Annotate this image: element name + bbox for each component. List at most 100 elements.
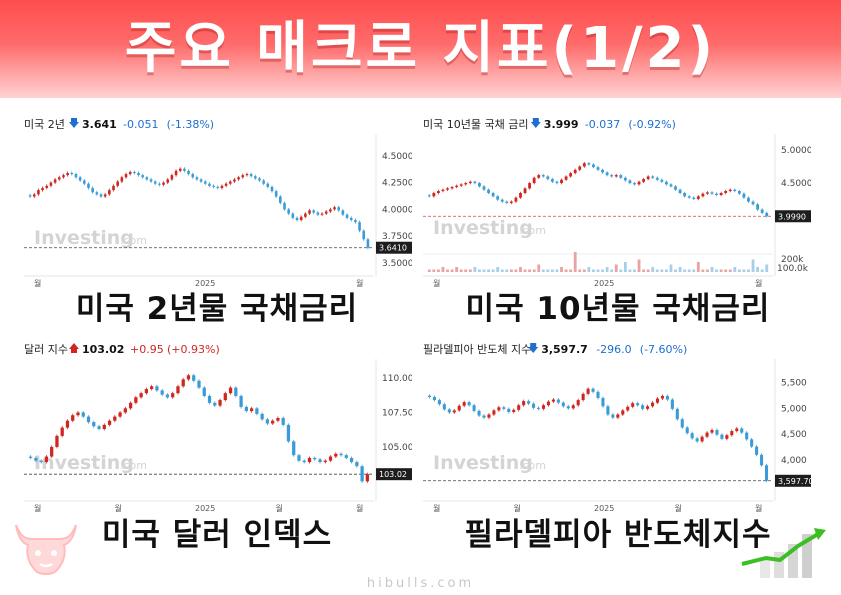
candle-body — [512, 409, 516, 412]
candle-body — [514, 197, 518, 202]
candle-body — [102, 424, 106, 429]
candle-body — [685, 427, 689, 434]
candle-body — [478, 183, 481, 187]
candle-body — [260, 413, 264, 420]
candle-body — [134, 397, 138, 403]
volume-bar — [478, 269, 481, 272]
candle-body — [519, 193, 522, 198]
candle-body — [578, 166, 582, 170]
volume-bar — [619, 269, 623, 272]
candle-body — [39, 460, 43, 463]
candle-body — [239, 395, 243, 407]
candle-body — [715, 193, 718, 195]
volume-bar — [491, 269, 495, 272]
candle-body — [286, 424, 291, 442]
x-tick-label: 월 — [356, 503, 363, 513]
candle-body — [446, 188, 449, 190]
volume-bar — [514, 269, 518, 272]
candle-body — [171, 393, 175, 398]
candle-body — [262, 180, 265, 184]
volume-bar — [628, 269, 632, 272]
candle-body — [160, 390, 164, 395]
candle-body — [355, 462, 359, 467]
candle-body — [720, 434, 724, 439]
volume-bar — [500, 269, 504, 272]
candle-body — [755, 446, 759, 455]
candle-body — [566, 406, 570, 409]
growth-arrow-icon — [741, 528, 826, 578]
candle-body — [601, 398, 605, 407]
volume-bar — [674, 269, 677, 272]
candle-body — [751, 201, 755, 205]
candle-body — [551, 399, 555, 402]
volume-bar — [601, 269, 604, 272]
candle-body — [183, 168, 186, 171]
x-tick-label: 월 — [675, 503, 682, 513]
candle-body — [564, 176, 568, 180]
sox-chart: 필라델피아 반도체 지수 3,597.7 -296.0 (-7.60%) 5,500 5,… — [423, 343, 811, 513]
candle-body — [113, 416, 117, 421]
candle-body — [468, 181, 472, 184]
candle-body — [349, 217, 353, 221]
volume-bar — [582, 269, 586, 272]
candle-body — [295, 217, 299, 221]
candle-body — [34, 457, 38, 461]
candle-body — [450, 187, 454, 189]
candle-body — [66, 173, 69, 176]
x-tick-label: 2025 — [594, 279, 614, 288]
watermark-suffix: .com — [519, 224, 546, 237]
volume-bar — [646, 269, 650, 272]
candle-body — [360, 466, 364, 482]
candle-body — [339, 453, 343, 456]
candle-body — [354, 220, 357, 223]
candle-body — [249, 408, 254, 412]
x-tick-label: 월 — [34, 503, 41, 513]
volume-bar — [592, 269, 595, 272]
candle-body — [715, 430, 719, 435]
candle-body — [760, 209, 764, 213]
candle-body — [482, 186, 486, 190]
candle-body — [137, 173, 140, 176]
caption-us-2y: 미국 2년물 국채금리 — [75, 291, 359, 327]
last-price-tag — [775, 210, 811, 223]
volume-tick-label: 100.0k — [777, 264, 809, 274]
candle-body — [279, 196, 282, 203]
us-10y-chart: 미국 10년물 국채 금리 3.999 -0.037 (-0.92%) 5.0000 4.… — [423, 118, 811, 288]
volume-bar — [432, 269, 436, 272]
candle-body — [108, 190, 111, 195]
candle-body — [623, 177, 627, 181]
dollar-index-chart: 달러 지수 103.02 +0.95 (+0.93%) 110.00 107.50 105.… — [24, 343, 412, 513]
candle-body — [358, 222, 361, 231]
volume-bar — [523, 269, 527, 272]
candle-body — [724, 191, 728, 194]
volume-bar — [715, 269, 718, 272]
watermark-text: Investing — [433, 217, 533, 239]
candle-body — [500, 199, 504, 202]
caption-dxy: 미국 달러 인덱스 — [101, 517, 333, 553]
candle-body — [733, 189, 737, 192]
y-tick-label: 3.5000 — [382, 259, 412, 269]
volume-bar — [450, 269, 454, 272]
candle-body — [99, 194, 103, 197]
arrow-down-icon — [69, 118, 79, 128]
x-tick-label: 2025 — [594, 504, 614, 513]
candle-body — [452, 410, 456, 413]
candle-body — [626, 406, 630, 411]
candle-body — [103, 194, 107, 197]
volume-bar — [683, 269, 687, 272]
candle-body — [220, 185, 224, 188]
candle-body — [65, 420, 70, 428]
candle-body — [569, 173, 573, 177]
header-change-pct: (-1.38%) — [167, 118, 215, 131]
volume-bar — [760, 269, 764, 272]
candle-body — [437, 400, 441, 405]
candle-body — [502, 407, 506, 409]
candle-body — [207, 395, 212, 403]
volume-bar — [696, 262, 700, 272]
volume-bar — [669, 264, 673, 272]
candle-body — [299, 216, 303, 221]
candle-body — [128, 171, 132, 175]
candle-body — [292, 441, 296, 456]
candle-body — [307, 457, 312, 463]
candle-body — [28, 456, 33, 458]
